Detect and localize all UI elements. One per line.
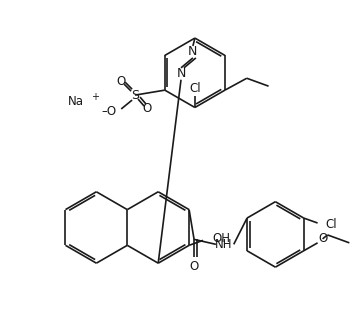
Text: N: N (176, 67, 186, 80)
Text: OH: OH (212, 232, 230, 245)
Text: Na: Na (68, 95, 83, 108)
Text: S: S (131, 89, 139, 102)
Text: NH: NH (215, 238, 233, 251)
Text: +: + (91, 92, 99, 102)
Text: N: N (188, 45, 198, 59)
Text: Cl: Cl (325, 218, 337, 231)
Text: O: O (189, 260, 199, 273)
Text: –O: –O (102, 106, 117, 118)
Text: O: O (318, 232, 327, 245)
Text: Cl: Cl (189, 82, 201, 95)
Text: O: O (116, 75, 126, 88)
Text: O: O (142, 103, 152, 116)
